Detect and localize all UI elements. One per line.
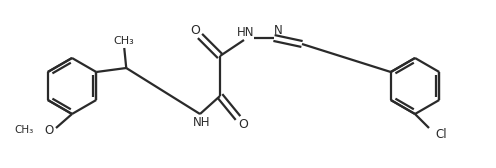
- Text: NH: NH: [193, 116, 211, 130]
- Text: N: N: [274, 24, 282, 36]
- Text: CH₃: CH₃: [114, 36, 134, 46]
- Text: O: O: [238, 117, 248, 131]
- Text: Cl: Cl: [435, 128, 446, 140]
- Text: HN: HN: [237, 26, 255, 38]
- Text: O: O: [190, 24, 200, 36]
- Text: CH₃: CH₃: [15, 125, 34, 135]
- Text: O: O: [44, 123, 54, 136]
